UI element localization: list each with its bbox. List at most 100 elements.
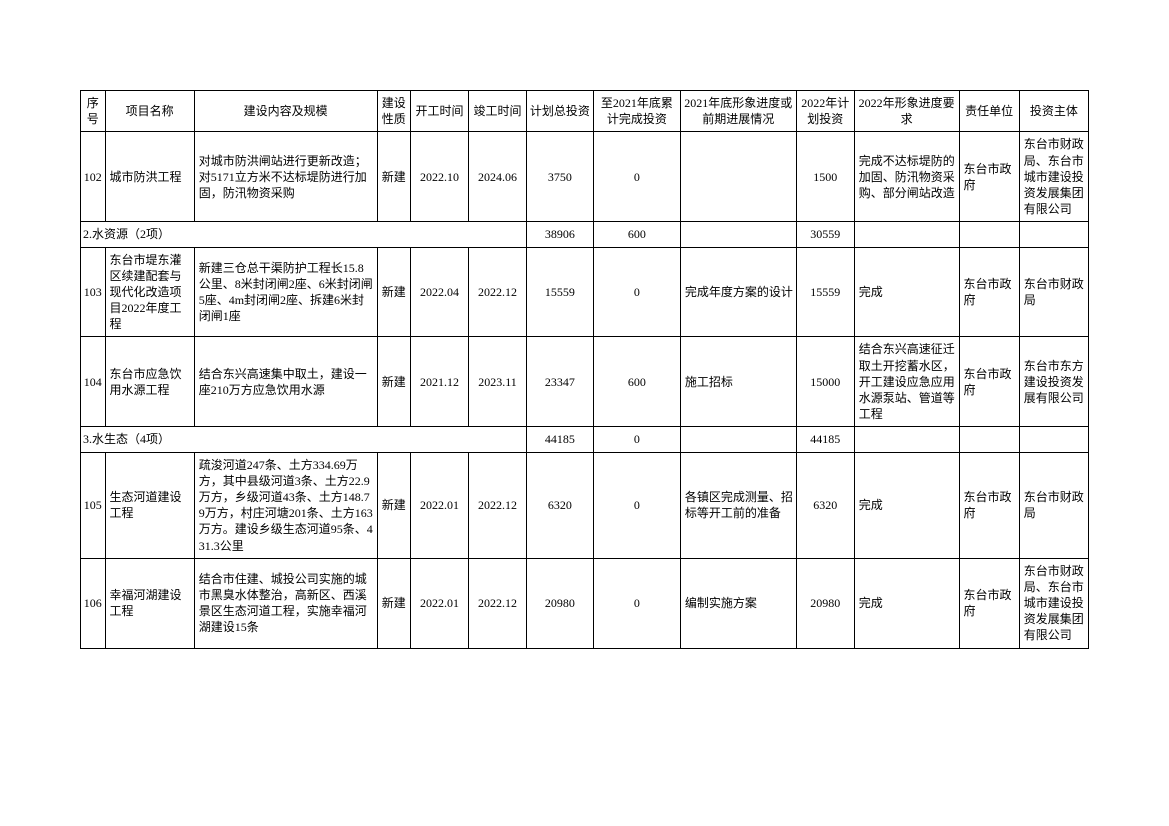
- header-desc: 建设内容及规模: [194, 91, 377, 132]
- cell-resp: 东台市政府: [959, 337, 1019, 427]
- cell-prog21: 完成年度方案的设计: [680, 247, 796, 337]
- cell-nature: 新建: [377, 452, 410, 558]
- cell-desc: 结合市住建、城投公司实施的城市黑臭水体整治，高新区、西溪景区生态河道工程，实施幸…: [194, 558, 377, 648]
- cell-start: 2022.01: [411, 452, 469, 558]
- cell-start: 2022.01: [411, 558, 469, 648]
- cell-prog21: [680, 132, 796, 222]
- cell-req22: 完成: [854, 452, 959, 558]
- cell-resp: 东台市政府: [959, 132, 1019, 222]
- cell-plan22: 20980: [796, 558, 854, 648]
- cell-name: 幸福河湖建设工程: [105, 558, 194, 648]
- section-req22: [854, 222, 959, 247]
- header-name: 项目名称: [105, 91, 194, 132]
- table-row: 105生态河道建设工程疏浚河道247条、土方334.69万方，其中县级河道3条、…: [81, 452, 1089, 558]
- section-req22: [854, 427, 959, 452]
- cell-inv: 东台市财政局、东台市城市建设投资发展集团有限公司: [1019, 132, 1088, 222]
- cell-plan22: 15000: [796, 337, 854, 427]
- section-inv: [1019, 427, 1088, 452]
- cell-total: 15559: [526, 247, 593, 337]
- header-cum: 至2021年底累计完成投资: [593, 91, 680, 132]
- table-row: 104东台市应急饮用水源工程结合东兴高速集中取土，建设一座210万方应急饮用水源…: [81, 337, 1089, 427]
- header-seq: 序号: [81, 91, 106, 132]
- header-nature: 建设性质: [377, 91, 410, 132]
- cell-end: 2022.12: [468, 558, 526, 648]
- cell-cum: 600: [593, 337, 680, 427]
- section-total: 38906: [526, 222, 593, 247]
- table-row: 3.水生态（4项）44185044185: [81, 427, 1089, 452]
- cell-cum: 0: [593, 452, 680, 558]
- cell-prog21: 编制实施方案: [680, 558, 796, 648]
- cell-plan22: 6320: [796, 452, 854, 558]
- cell-end: 2022.12: [468, 247, 526, 337]
- header-start: 开工时间: [411, 91, 469, 132]
- table-row: 2.水资源（2项）38906600 30559: [81, 222, 1089, 247]
- cell-cum: 0: [593, 132, 680, 222]
- section-cum: 0: [593, 427, 680, 452]
- cell-nature: 新建: [377, 337, 410, 427]
- cell-end: 2023.11: [468, 337, 526, 427]
- cell-seq: 106: [81, 558, 106, 648]
- header-total: 计划总投资: [526, 91, 593, 132]
- cell-plan22: 1500: [796, 132, 854, 222]
- cell-name: 东台市应急饮用水源工程: [105, 337, 194, 427]
- cell-inv: 东台市财政局: [1019, 247, 1088, 337]
- cell-seq: 105: [81, 452, 106, 558]
- cell-inv: 东台市财政局: [1019, 452, 1088, 558]
- table-row: 102城市防洪工程对城市防洪闸站进行更新改造；对5171立方米不达标堤防进行加固…: [81, 132, 1089, 222]
- cell-nature: 新建: [377, 558, 410, 648]
- table-header: 序号 项目名称 建设内容及规模 建设性质 开工时间 竣工时间 计划总投资 至20…: [81, 91, 1089, 132]
- cell-resp: 东台市政府: [959, 452, 1019, 558]
- cell-nature: 新建: [377, 247, 410, 337]
- section-cum: 600: [593, 222, 680, 247]
- cell-end: 2022.12: [468, 452, 526, 558]
- cell-name: 城市防洪工程: [105, 132, 194, 222]
- cell-name: 东台市堤东灌区续建配套与现代化改造项目2022年度工程: [105, 247, 194, 337]
- table-row: 106幸福河湖建设工程结合市住建、城投公司实施的城市黑臭水体整治，高新区、西溪景…: [81, 558, 1089, 648]
- header-prog21: 2021年底形象进度或前期进展情况: [680, 91, 796, 132]
- header-plan22: 2022年计划投资: [796, 91, 854, 132]
- cell-prog21: 施工招标: [680, 337, 796, 427]
- table-body: 102城市防洪工程对城市防洪闸站进行更新改造；对5171立方米不达标堤防进行加固…: [81, 132, 1089, 648]
- cell-seq: 102: [81, 132, 106, 222]
- cell-total: 20980: [526, 558, 593, 648]
- section-prog21: [680, 427, 796, 452]
- cell-start: 2022.10: [411, 132, 469, 222]
- header-end: 竣工时间: [468, 91, 526, 132]
- cell-total: 3750: [526, 132, 593, 222]
- section-plan22: 44185: [796, 427, 854, 452]
- cell-resp: 东台市政府: [959, 558, 1019, 648]
- section-resp: [959, 222, 1019, 247]
- cell-cum: 0: [593, 247, 680, 337]
- cell-desc: 结合东兴高速集中取土，建设一座210万方应急饮用水源: [194, 337, 377, 427]
- cell-nature: 新建: [377, 132, 410, 222]
- header-req22: 2022年形象进度要求: [854, 91, 959, 132]
- cell-plan22: 15559: [796, 247, 854, 337]
- table-row: 103东台市堤东灌区续建配套与现代化改造项目2022年度工程新建三仓总干渠防护工…: [81, 247, 1089, 337]
- cell-start: 2022.04: [411, 247, 469, 337]
- projects-table: 序号 项目名称 建设内容及规模 建设性质 开工时间 竣工时间 计划总投资 至20…: [80, 90, 1089, 649]
- cell-req22: 完成: [854, 247, 959, 337]
- cell-name: 生态河道建设工程: [105, 452, 194, 558]
- cell-req22: 完成不达标堤防的加固、防汛物资采购、部分闸站改造: [854, 132, 959, 222]
- cell-total: 23347: [526, 337, 593, 427]
- cell-seq: 103: [81, 247, 106, 337]
- cell-seq: 104: [81, 337, 106, 427]
- cell-prog21: 各镇区完成测量、招标等开工前的准备: [680, 452, 796, 558]
- header-resp: 责任单位: [959, 91, 1019, 132]
- cell-req22: 结合东兴高速征迁取土开挖蓄水区，开工建设应急应用水源泵站、管道等工程: [854, 337, 959, 427]
- cell-req22: 完成: [854, 558, 959, 648]
- cell-total: 6320: [526, 452, 593, 558]
- section-label: 2.水资源（2项）: [81, 222, 527, 247]
- cell-resp: 东台市政府: [959, 247, 1019, 337]
- cell-desc: 对城市防洪闸站进行更新改造；对5171立方米不达标堤防进行加固，防汛物资采购: [194, 132, 377, 222]
- section-label: 3.水生态（4项）: [81, 427, 527, 452]
- cell-inv: 东台市财政局、东台市城市建设投资发展集团有限公司: [1019, 558, 1088, 648]
- section-plan22: 30559: [796, 222, 854, 247]
- cell-desc: 疏浚河道247条、土方334.69万方，其中县级河道3条、土方22.9万方，乡级…: [194, 452, 377, 558]
- section-total: 44185: [526, 427, 593, 452]
- section-resp: [959, 427, 1019, 452]
- cell-start: 2021.12: [411, 337, 469, 427]
- cell-end: 2024.06: [468, 132, 526, 222]
- header-inv: 投资主体: [1019, 91, 1088, 132]
- cell-inv: 东台市东方建设投资发展有限公司: [1019, 337, 1088, 427]
